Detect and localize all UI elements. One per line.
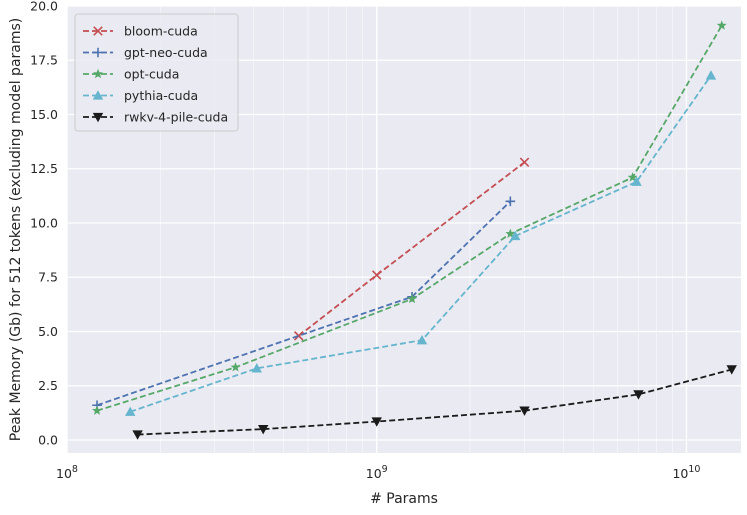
- y-tick-label: 20.0: [30, 0, 58, 14]
- y-tick-label: 10.0: [30, 215, 58, 230]
- series-opt-cuda: [92, 20, 727, 415]
- data-point: [519, 157, 530, 167]
- x-tick-label: 108: [56, 464, 78, 481]
- data-point: [633, 390, 644, 400]
- data-point: [519, 406, 530, 416]
- data-point: [258, 424, 269, 435]
- data-point: [416, 334, 428, 345]
- data-point: [716, 20, 727, 30]
- legend-label: bloom-cuda: [124, 24, 198, 39]
- x-axis-label: # Params: [370, 491, 438, 507]
- series-line: [137, 368, 732, 436]
- x-tick-label: 1010: [672, 464, 700, 481]
- data-point: [93, 68, 103, 79]
- y-tick-label: 15.0: [30, 107, 58, 122]
- data-point: [371, 417, 382, 427]
- y-axis-label: Peak Memory (Gb) for 512 tokens (excludi…: [8, 18, 24, 442]
- legend-item: bloom-cuda: [83, 24, 198, 39]
- data-point: [230, 362, 241, 372]
- y-tick-label: 2.5: [38, 378, 58, 393]
- series-pythia-cuda: [125, 70, 717, 416]
- y-tick-label: 12.5: [30, 161, 58, 176]
- data-point: [705, 70, 717, 80]
- data-point: [505, 196, 516, 207]
- legend-item: opt-cuda: [83, 67, 179, 82]
- data-point: [125, 406, 136, 416]
- data-point: [251, 363, 262, 373]
- series-line: [129, 74, 712, 413]
- y-tick-label: 0.0: [38, 432, 58, 447]
- x-tick-label: 109: [366, 464, 388, 481]
- series-rwkv-4-pile-cuda: [132, 365, 737, 440]
- y-tick-labels: 0.0 2.5 5.0 7.5 10.0 12.5 15.0 17.5 20.0: [30, 0, 58, 447]
- data-point: [132, 430, 143, 440]
- y-tick-label: 7.5: [38, 270, 58, 285]
- data-point: [505, 228, 516, 239]
- data-point: [407, 293, 417, 304]
- data-point: [631, 176, 642, 186]
- data-point: [293, 331, 304, 341]
- series-line: [96, 25, 723, 412]
- legend-item: pythia-cuda: [83, 88, 198, 103]
- data-point: [627, 172, 638, 182]
- y-tick-label: 17.5: [30, 53, 58, 68]
- grid-lines: [66, 5, 741, 453]
- legend-label: gpt-neo-cuda: [124, 45, 208, 60]
- legend-label: rwkv-4-pile-cuda: [124, 110, 228, 125]
- y-tick-label: 5.0: [38, 324, 58, 339]
- data-point: [93, 26, 103, 36]
- legend-label: opt-cuda: [124, 67, 179, 82]
- x-tick-labels: 108 109 1010: [56, 464, 700, 481]
- series-line: [298, 161, 526, 337]
- series-layer: [92, 20, 737, 440]
- legend-item: rwkv-4-pile-cuda: [83, 110, 228, 125]
- legend-item: gpt-neo-cuda: [83, 45, 208, 60]
- data-point: [93, 47, 103, 58]
- data-point: [92, 90, 104, 100]
- data-point: [92, 112, 104, 123]
- series-bloom-cuda: [293, 157, 530, 341]
- data-point: [92, 405, 102, 415]
- data-point: [371, 270, 382, 280]
- legend-frame: [74, 13, 239, 132]
- legend-label: pythia-cuda: [124, 88, 198, 103]
- data-point: [726, 365, 737, 375]
- data-point: [510, 230, 521, 241]
- legend: bloom-cuda gpt-neo-cuda opt-cuda pythia-cud…: [74, 13, 239, 132]
